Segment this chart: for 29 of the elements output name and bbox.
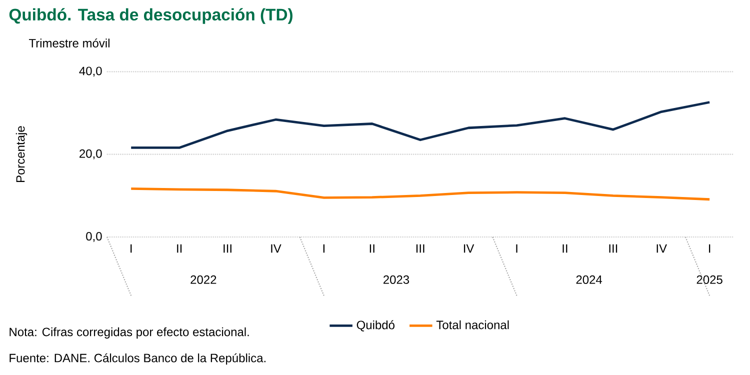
x-tick-label: I: [516, 244, 518, 253]
legend-label: Quibdó: [356, 320, 394, 332]
x-tick-label: IV: [271, 244, 282, 253]
x-tick-label: I: [130, 244, 132, 253]
y-tick-label: 20,0: [80, 149, 102, 160]
text: 2024: [576, 275, 602, 284]
x-tick-label: I: [323, 244, 324, 253]
x-tick-label: III: [609, 244, 618, 253]
x-tick-label: IV: [464, 244, 474, 253]
x-tick-label: III: [416, 244, 424, 253]
y-tick-label: 0,0: [86, 232, 102, 242]
x-tick-label: III: [224, 244, 232, 253]
y-tick-label: 40,0: [79, 66, 102, 77]
x-tick-label: I: [709, 244, 710, 253]
x-tick-label: IV: [656, 244, 667, 253]
x-tick-label: II: [562, 244, 568, 253]
text: 2023: [383, 275, 410, 284]
text: 2022: [190, 275, 216, 284]
x-tick-label: II: [177, 244, 182, 253]
chart-subtitle: Trimestre móvil: [28, 38, 110, 48]
legend-label: Total nacional: [436, 320, 509, 330]
source-note: Fuente: DANE. Cálculos Banco de la República.: [10, 353, 266, 365]
x-tick-label: II: [370, 244, 374, 253]
line-series: [130, 187, 711, 201]
line-series: [130, 101, 711, 149]
chart-title: Quibdó. Tasa de desocupación (TD): [9, 8, 292, 24]
text: 2025: [696, 275, 722, 284]
text: Nota: Cifras corregidas por efecto estacional.: [10, 327, 249, 339]
y-axis-title: Porcentaje: [16, 126, 28, 182]
